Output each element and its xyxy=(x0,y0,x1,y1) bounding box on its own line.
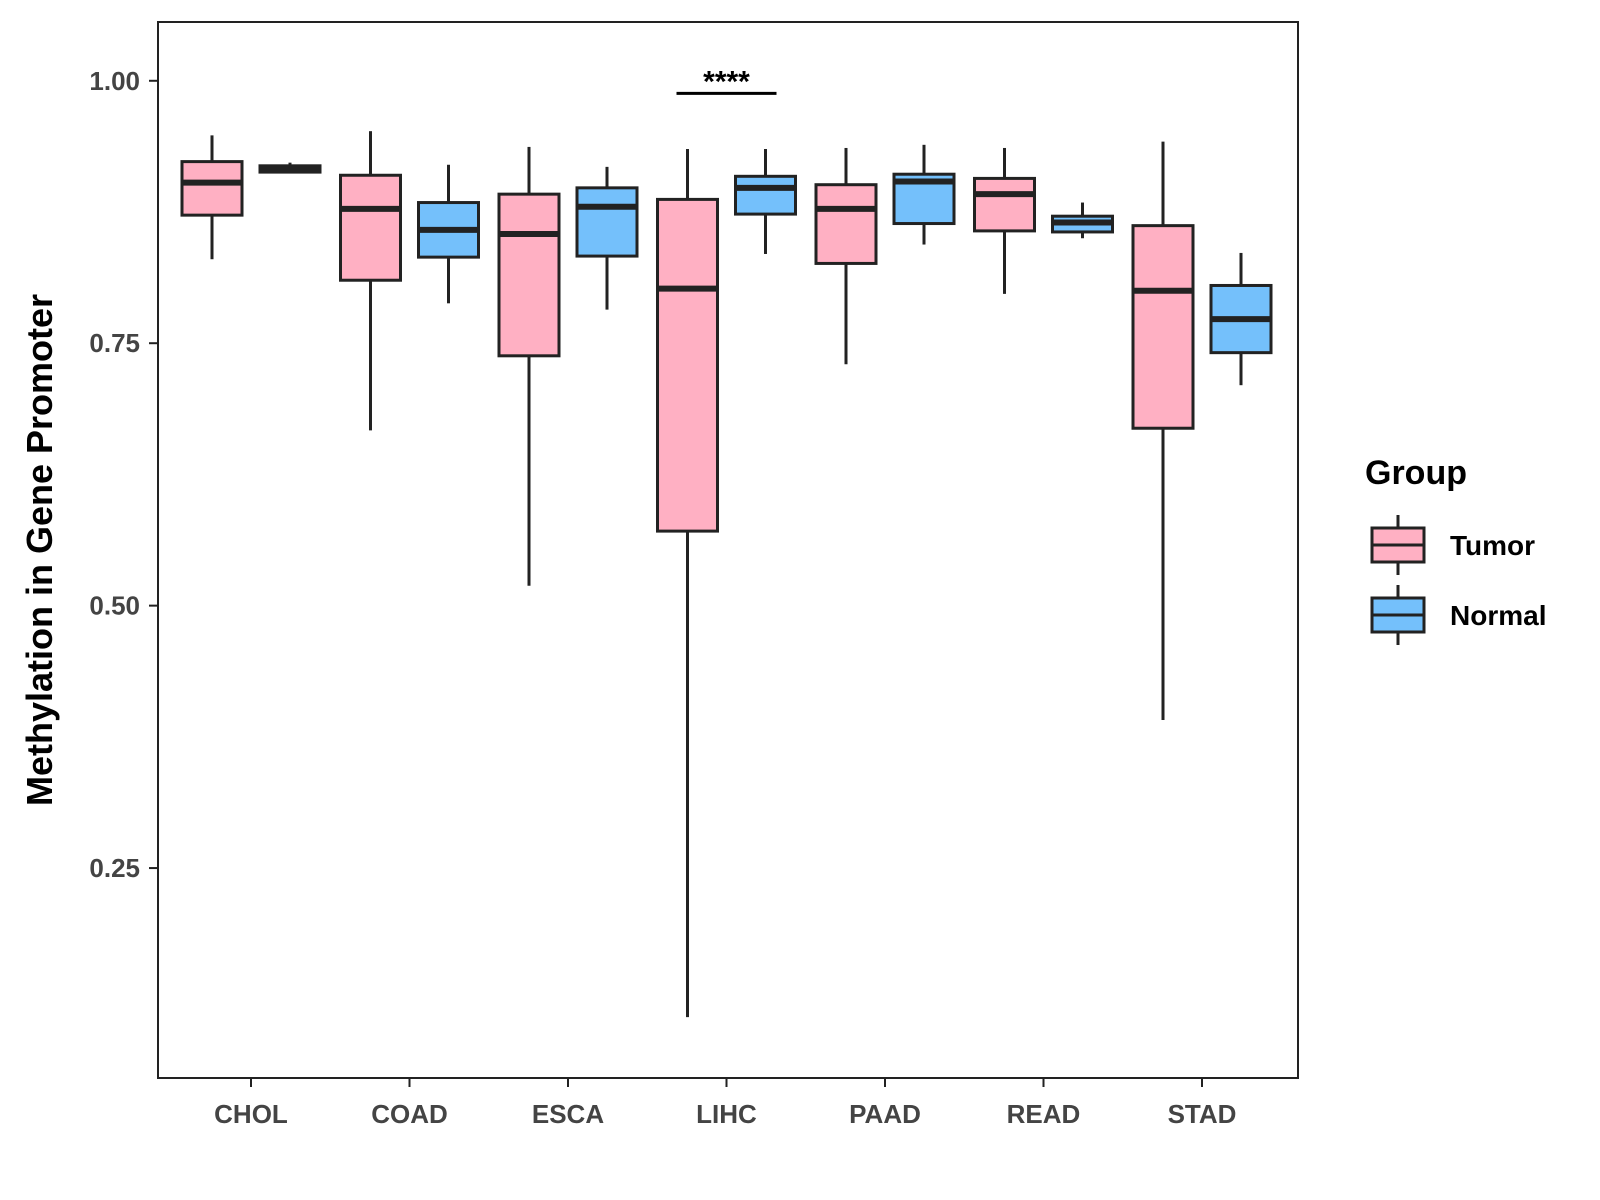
box-normal-lihc xyxy=(734,149,797,254)
x-tick-label: PAAD xyxy=(849,1099,921,1129)
y-tick-label: 0.75 xyxy=(89,328,140,358)
significance-annotations: **** xyxy=(676,65,777,98)
x-axis: CHOL COAD ESCA LIHC PAAD READ STAD xyxy=(214,1078,1236,1129)
x-tick-label: COAD xyxy=(371,1099,448,1129)
y-axis: 0.25 0.50 0.75 1.00 xyxy=(89,66,158,883)
box-normal-chol xyxy=(258,162,322,174)
y-tick-label: 1.00 xyxy=(89,66,140,96)
box-normal-coad xyxy=(417,164,480,304)
box-body xyxy=(339,173,402,282)
x-tick-label: CHOL xyxy=(214,1099,288,1129)
box-tumor-read xyxy=(973,147,1036,294)
legend-item-tumor: Tumor xyxy=(1370,515,1535,575)
box-body xyxy=(814,183,878,265)
plot-panel-border xyxy=(157,21,1299,1079)
legend-label: Normal xyxy=(1450,600,1546,631)
x-tick-label: LIHC xyxy=(696,1099,757,1129)
box-tumor-stad xyxy=(1131,141,1195,721)
y-tick-label: 0.50 xyxy=(89,591,140,621)
box-body xyxy=(1131,224,1195,430)
box-group xyxy=(180,131,1273,1018)
box-body xyxy=(656,197,719,533)
box-body xyxy=(973,176,1036,233)
y-axis-title: Methylation in Gene Promoter xyxy=(19,294,60,806)
legend-item-normal: Normal xyxy=(1370,585,1546,645)
box-body xyxy=(180,160,244,217)
box-body xyxy=(497,192,561,358)
box-tumor-lihc xyxy=(656,149,719,1018)
box-body xyxy=(734,174,797,216)
box-normal-esca xyxy=(575,166,639,310)
box-normal-paad xyxy=(892,144,956,245)
legend: Group Tumor Normal xyxy=(1365,454,1546,645)
y-tick-label: 0.25 xyxy=(89,853,140,883)
box-tumor-esca xyxy=(497,146,561,586)
box-tumor-coad xyxy=(339,131,402,431)
x-tick-label: READ xyxy=(1007,1099,1081,1129)
box-body xyxy=(575,186,639,258)
legend-title: Group xyxy=(1365,454,1467,492)
significance-label: **** xyxy=(703,65,750,98)
box-normal-stad xyxy=(1209,252,1273,386)
legend-label: Tumor xyxy=(1450,530,1535,561)
box-tumor-chol xyxy=(180,135,244,260)
x-tick-label: STAD xyxy=(1168,1099,1237,1129)
box-normal-read xyxy=(1051,202,1114,239)
x-tick-label: ESCA xyxy=(532,1099,604,1129)
box-tumor-paad xyxy=(814,147,878,365)
